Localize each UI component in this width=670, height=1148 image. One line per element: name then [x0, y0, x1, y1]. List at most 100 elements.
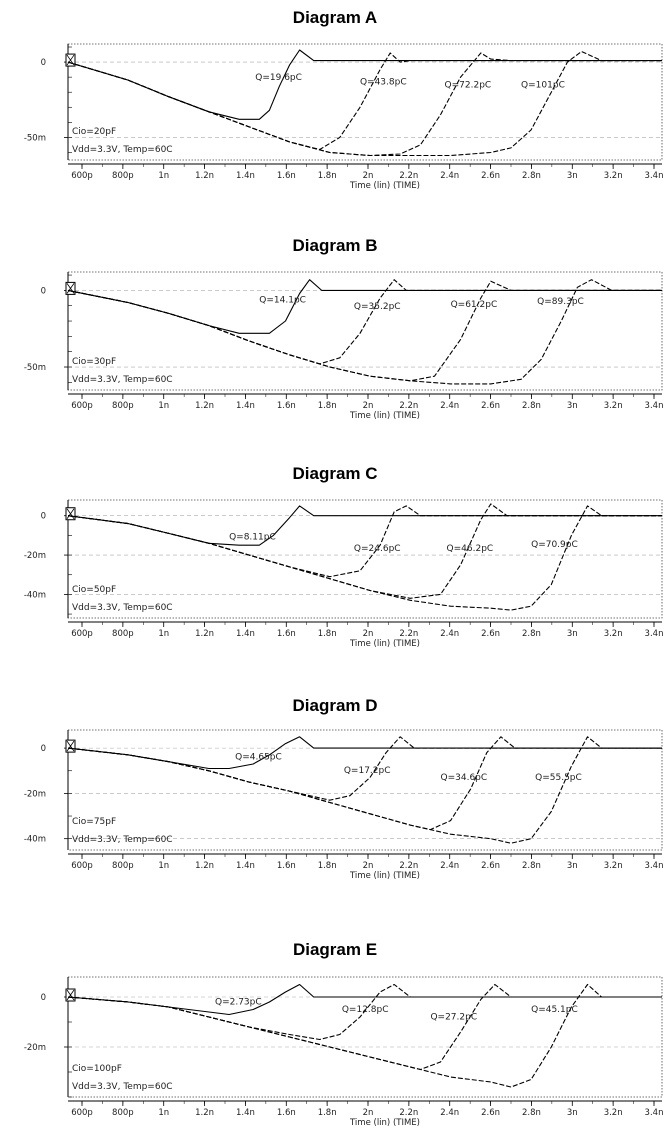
x-tick-label: 2.4n — [440, 1108, 459, 1118]
chart-panel-a: Diagram A 0 -50m 600p 800p 1n 1.2n 1.4n 1.6n 1.8… — [0, 0, 670, 222]
cio-note: Cio=75pF — [72, 817, 116, 827]
x-tick-label: 1.8n — [318, 171, 337, 181]
x-tick-label: 800p — [112, 171, 134, 181]
x-tick-label: 1.2n — [195, 171, 214, 181]
vdd-temp-note: Vdd=3.3V, Temp=60C — [72, 603, 173, 613]
x-tick-label: 1n — [158, 171, 169, 181]
x-tick-label: 1n — [158, 861, 169, 871]
x-tick-label: 800p — [112, 861, 134, 871]
chart-title: Diagram A — [292, 8, 378, 27]
x-tick-label: 1.6n — [277, 629, 296, 639]
cio-note: Cio=30pF — [72, 357, 116, 367]
y-tick-label: -40m — [24, 590, 46, 600]
chart-plot: 0 -20m -40m 600p 800p 1n 1.2n 1.4n 1.6n 1.8n 2n 2.2… — [24, 729, 663, 881]
x-tick-label: 2.6n — [481, 1108, 500, 1118]
plot-frame — [67, 976, 663, 1098]
chart-panel-b: Diagram B 0 -50m 600p 800p 1n 1.2n 1.4n 1.6n 1.8… — [0, 228, 670, 450]
q-annotation: Q=2.73pC — [215, 998, 262, 1008]
y-tick-label: -50m — [24, 133, 46, 143]
x-tick-label: 2n — [363, 171, 374, 181]
x-tick-label: 600p — [71, 1108, 93, 1118]
x-tick-label: 3n — [567, 861, 578, 871]
chart-title: Diagram B — [292, 236, 378, 255]
x-tick-label: 2.4n — [440, 401, 459, 411]
x-tick-label: 2.8n — [522, 1108, 541, 1118]
x-tick-label: 3.2n — [604, 1108, 623, 1118]
x-tick-label: 1.2n — [195, 629, 214, 639]
x-tick-label: 3.4n — [645, 401, 664, 411]
x-tick-label: 1.8n — [318, 629, 337, 639]
x-tick-label: 1.6n — [277, 401, 296, 411]
probe-marker-line — [66, 54, 75, 66]
x-tick-label: 2.8n — [522, 861, 541, 871]
series-line-3 — [67, 52, 662, 157]
x-tick-label: 3.4n — [645, 171, 664, 181]
chart-title: Diagram E — [292, 940, 378, 959]
x-tick-label: 3.2n — [604, 629, 623, 639]
series-line-4 — [67, 505, 662, 611]
y-tick-label: 0 — [41, 993, 46, 1003]
x-tick-label: 2.2n — [399, 401, 418, 411]
plot-frame — [67, 271, 663, 391]
x-tick-label: 1.4n — [236, 629, 255, 639]
cio-note: Cio=100pF — [72, 1064, 122, 1074]
x-tick-label: 3n — [567, 171, 578, 181]
x-tick-label: 2.4n — [440, 171, 459, 181]
chart-plot: 0 -50m 600p 800p 1n 1.2n 1.4n 1.6n 1.8n 2n 2.2n 2.4… — [24, 43, 664, 191]
q-annotation: Q=35.2pC — [354, 302, 401, 312]
plot-frame — [67, 43, 663, 161]
q-annotation: Q=43.8pC — [360, 78, 407, 88]
series-line-1 — [67, 279, 662, 334]
y-tick-label: 0 — [41, 512, 46, 522]
x-tick-label: 3n — [567, 1108, 578, 1118]
series-line-4 — [67, 736, 662, 844]
y-tick-label: 0 — [41, 286, 46, 296]
y-tick-label: -40m — [24, 835, 46, 845]
y-tick-label: 0 — [41, 744, 46, 754]
q-annotation: Q=45.1pC — [531, 1005, 578, 1015]
x-tick-label: 3.4n — [645, 1108, 664, 1118]
q-annotation: Q=70.9pC — [531, 540, 578, 550]
y-tick-label: -50m — [24, 363, 46, 373]
probe-marker-line — [66, 508, 75, 519]
x-tick-label: 1.8n — [318, 401, 337, 411]
x-tick-label: 800p — [112, 1108, 134, 1118]
series-line-4 — [67, 50, 662, 157]
cio-note: Cio=50pF — [72, 585, 116, 595]
chart-panel-c: Diagram C 0 -20m -40m 600p 800p 1n 1.2n 1.4n 1.6… — [0, 456, 670, 678]
x-tick-label: 3.2n — [604, 171, 623, 181]
q-annotation: Q=46.2pC — [447, 544, 494, 554]
x-tick-label: 2n — [363, 629, 374, 639]
x-tick-label: 2.6n — [481, 861, 500, 871]
probe-marker-line — [66, 989, 75, 1001]
x-axis-label: Time (lin) (TIME) — [349, 639, 420, 649]
q-annotation: Q=4.65pC — [235, 752, 282, 762]
vdd-temp-note: Vdd=3.3V, Temp=60C — [72, 375, 173, 385]
series-line-3 — [67, 280, 662, 382]
x-tick-label: 600p — [71, 861, 93, 871]
x-tick-label: 1.4n — [236, 401, 255, 411]
plot-frame — [67, 499, 663, 619]
x-tick-label: 1.6n — [277, 1108, 296, 1118]
x-tick-label: 2.2n — [399, 171, 418, 181]
x-tick-label: 2.4n — [440, 861, 459, 871]
x-tick-label: 3.2n — [604, 401, 623, 411]
x-tick-label: 2.6n — [481, 401, 500, 411]
q-annotation: Q=19.6pC — [255, 73, 302, 83]
q-annotation: Q=72.2pC — [445, 81, 492, 91]
q-annotation: Q=12.8pC — [342, 1005, 389, 1015]
x-tick-label: 2.2n — [399, 861, 418, 871]
series-line-3 — [67, 736, 662, 831]
probe-marker-line — [66, 283, 75, 294]
q-annotation: Q=17.2pC — [344, 766, 391, 776]
y-tick-label: -20m — [24, 1043, 46, 1053]
series-line-4 — [67, 983, 662, 1088]
series-line-2 — [67, 279, 662, 365]
x-axis-label: Time (lin) (TIME) — [349, 181, 420, 191]
q-annotation: Q=61.2pC — [451, 300, 498, 310]
chart-panel-e: Diagram E 0 -20m 600p 800p 1n 1.2n 1.4n 1.6n 1.8… — [0, 917, 670, 1148]
x-tick-label: 1.6n — [277, 171, 296, 181]
chart-plot: 0 -20m 600p 800p 1n 1.2n 1.4n 1.6n 1.8n 2n 2.2n 2.4… — [24, 976, 664, 1128]
x-axis-label: Time (lin) (TIME) — [349, 871, 420, 881]
q-annotation: Q=55.5pC — [535, 773, 582, 783]
